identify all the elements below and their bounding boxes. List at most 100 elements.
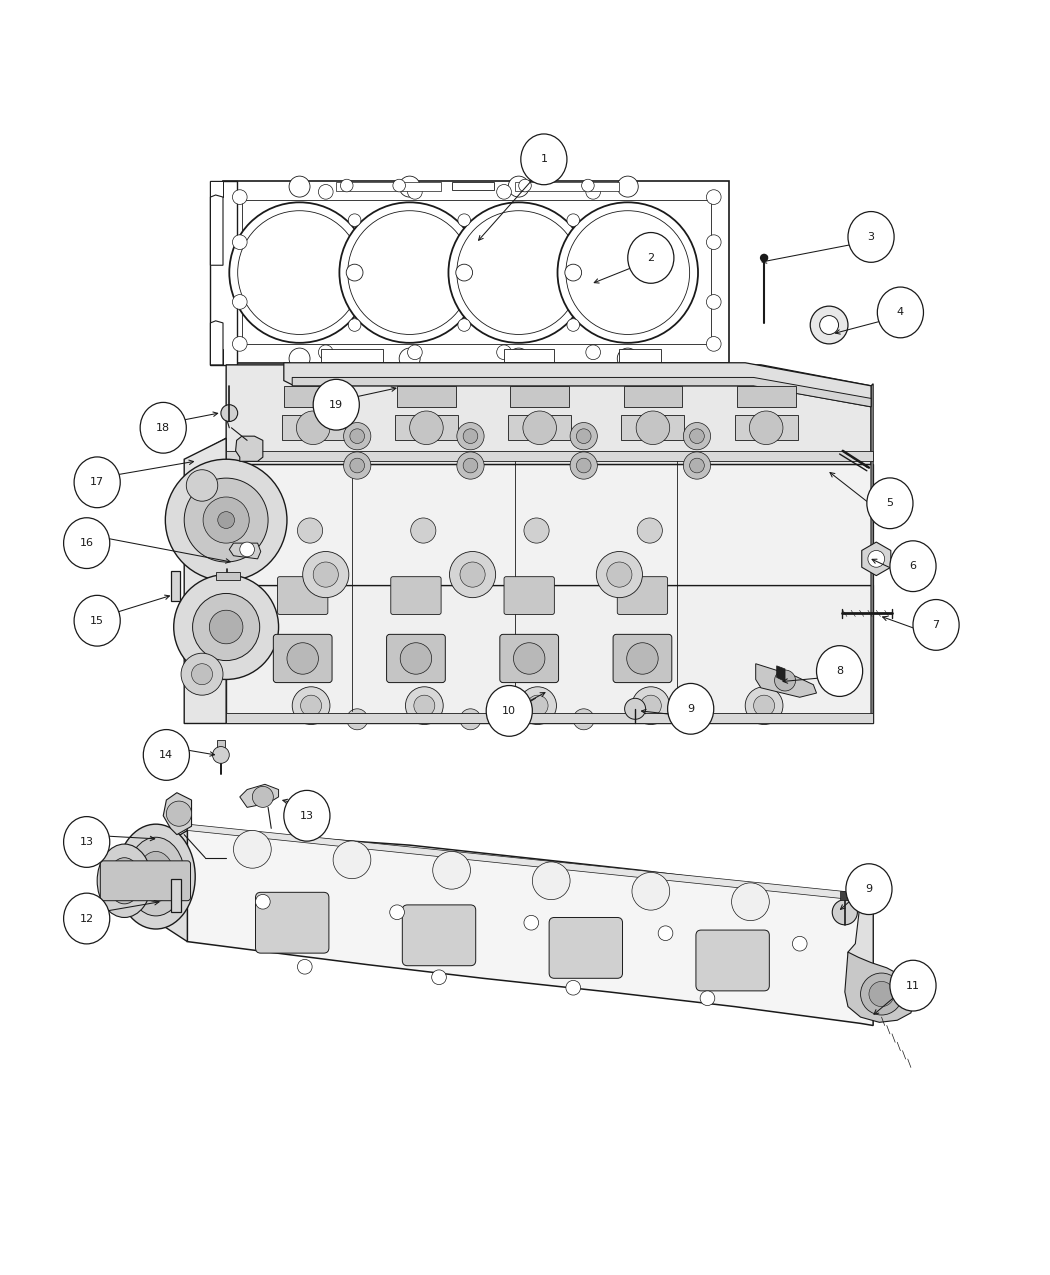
FancyBboxPatch shape	[696, 929, 770, 991]
Circle shape	[255, 894, 270, 909]
FancyBboxPatch shape	[613, 635, 672, 682]
Circle shape	[523, 411, 556, 445]
Polygon shape	[216, 741, 225, 747]
Circle shape	[617, 348, 638, 368]
Text: 16: 16	[80, 538, 93, 548]
Text: 12: 12	[80, 913, 93, 923]
Circle shape	[463, 458, 478, 473]
Polygon shape	[187, 824, 874, 901]
FancyBboxPatch shape	[500, 635, 559, 682]
Text: 9: 9	[865, 884, 873, 894]
Circle shape	[576, 428, 591, 444]
Circle shape	[340, 180, 353, 191]
Text: 10: 10	[502, 706, 517, 715]
Ellipse shape	[64, 518, 110, 569]
Circle shape	[313, 562, 338, 588]
Circle shape	[407, 346, 422, 360]
Circle shape	[460, 562, 485, 588]
Circle shape	[411, 518, 436, 543]
Ellipse shape	[817, 645, 863, 696]
FancyBboxPatch shape	[549, 918, 623, 978]
Circle shape	[497, 346, 511, 360]
FancyBboxPatch shape	[504, 349, 554, 362]
Circle shape	[165, 459, 287, 581]
Polygon shape	[226, 365, 872, 464]
Circle shape	[433, 852, 470, 889]
Circle shape	[212, 747, 229, 764]
Text: 14: 14	[160, 750, 173, 760]
Text: 13: 13	[300, 811, 314, 821]
Circle shape	[658, 926, 673, 941]
Text: 4: 4	[897, 307, 904, 317]
Circle shape	[627, 643, 658, 674]
Circle shape	[232, 190, 247, 204]
Circle shape	[586, 185, 601, 199]
Text: 18: 18	[156, 423, 170, 432]
Circle shape	[400, 643, 432, 674]
Polygon shape	[862, 542, 890, 575]
Text: 11: 11	[906, 980, 920, 991]
Circle shape	[811, 306, 848, 344]
Circle shape	[582, 180, 594, 191]
Circle shape	[457, 422, 484, 450]
FancyBboxPatch shape	[273, 635, 332, 682]
Circle shape	[350, 458, 364, 473]
Text: 6: 6	[909, 561, 917, 571]
Circle shape	[513, 643, 545, 674]
Polygon shape	[210, 181, 236, 365]
Circle shape	[497, 185, 511, 199]
FancyBboxPatch shape	[622, 416, 685, 440]
Polygon shape	[848, 900, 874, 973]
Circle shape	[405, 687, 443, 724]
Text: 8: 8	[836, 666, 843, 676]
Ellipse shape	[143, 729, 189, 780]
Circle shape	[181, 653, 223, 695]
Circle shape	[527, 695, 548, 717]
FancyBboxPatch shape	[391, 576, 441, 615]
Circle shape	[861, 973, 903, 1015]
Circle shape	[297, 518, 322, 543]
Circle shape	[760, 254, 769, 263]
Ellipse shape	[64, 816, 110, 867]
Polygon shape	[235, 436, 262, 462]
Circle shape	[300, 695, 321, 717]
Ellipse shape	[848, 212, 895, 263]
Circle shape	[508, 348, 529, 368]
Circle shape	[252, 787, 273, 807]
Text: 9: 9	[687, 704, 694, 714]
Circle shape	[869, 982, 895, 1006]
Circle shape	[348, 210, 471, 334]
Circle shape	[690, 458, 705, 473]
Polygon shape	[187, 826, 874, 1025]
Circle shape	[754, 695, 775, 717]
Polygon shape	[284, 363, 871, 407]
Circle shape	[558, 203, 698, 343]
Circle shape	[519, 180, 531, 191]
Polygon shape	[210, 181, 223, 198]
Circle shape	[203, 497, 249, 543]
Polygon shape	[872, 384, 874, 723]
Circle shape	[566, 980, 581, 994]
Circle shape	[700, 991, 715, 1006]
Circle shape	[349, 319, 361, 332]
Circle shape	[166, 801, 191, 826]
Circle shape	[833, 900, 858, 924]
Circle shape	[596, 552, 643, 598]
Circle shape	[684, 422, 711, 450]
Ellipse shape	[117, 824, 195, 929]
Circle shape	[684, 451, 711, 479]
Circle shape	[232, 235, 247, 250]
Circle shape	[820, 316, 839, 334]
Circle shape	[868, 551, 885, 567]
Ellipse shape	[628, 232, 674, 283]
Polygon shape	[510, 386, 569, 407]
FancyBboxPatch shape	[620, 349, 662, 362]
Circle shape	[233, 830, 271, 868]
Circle shape	[432, 970, 446, 984]
Ellipse shape	[146, 864, 165, 889]
Circle shape	[570, 451, 597, 479]
Circle shape	[586, 346, 601, 360]
Text: 13: 13	[80, 836, 93, 847]
Circle shape	[707, 295, 721, 310]
Circle shape	[349, 214, 361, 227]
